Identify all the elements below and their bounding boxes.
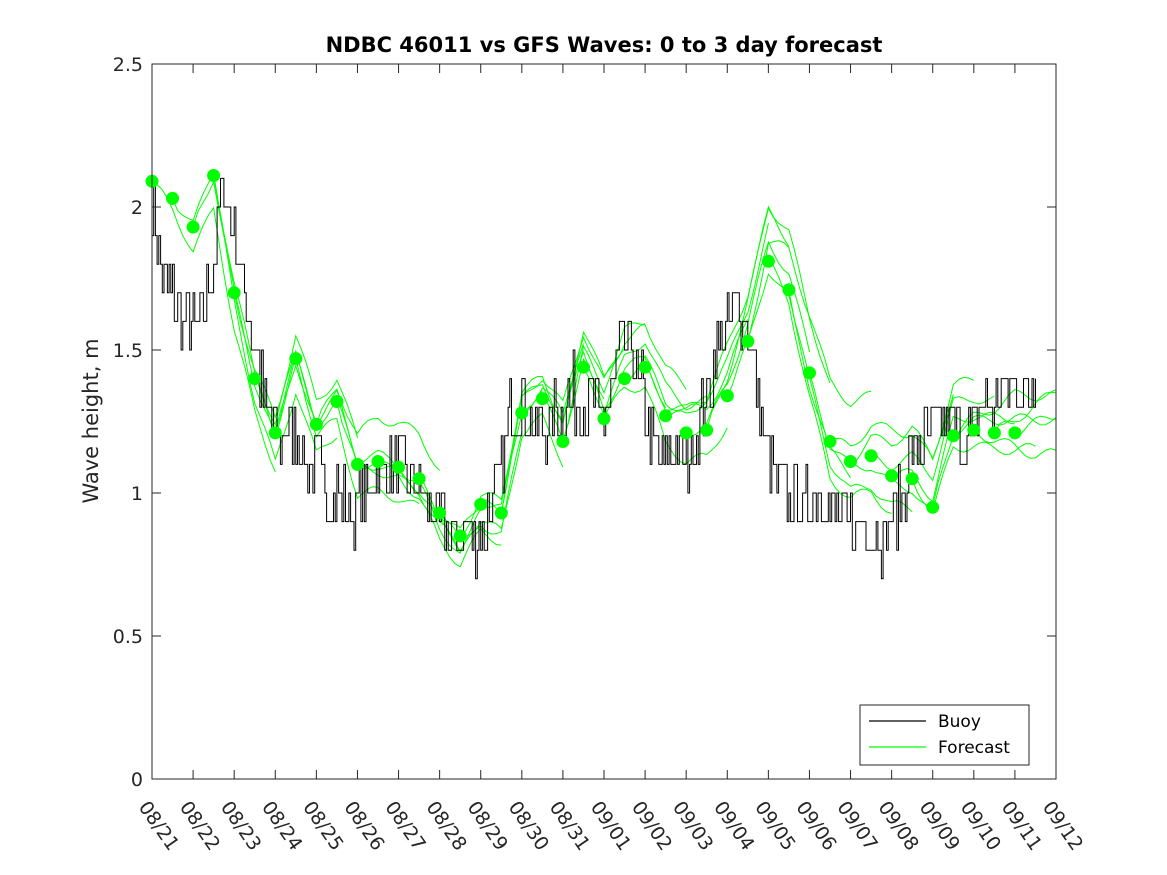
forecast-point xyxy=(351,457,364,471)
y-tick-label: 2.5 xyxy=(113,54,143,76)
y-axis: 0 0.5 1 1.5 2 2.5 xyxy=(113,54,1056,791)
forecast-line xyxy=(706,207,831,431)
forecast-point xyxy=(597,412,611,426)
forecast-point xyxy=(659,409,673,423)
forecast-point xyxy=(433,506,447,520)
forecast-point xyxy=(248,372,262,386)
forecast-point xyxy=(412,472,426,486)
y-tick-label: 0 xyxy=(131,769,143,791)
forecast-point xyxy=(720,389,734,403)
forecast-point xyxy=(700,423,714,437)
forecast-point xyxy=(844,455,857,468)
forecast-point xyxy=(741,334,755,348)
forecast-line xyxy=(993,391,1057,434)
forecast-line xyxy=(1014,415,1057,436)
forecast-point xyxy=(453,529,467,543)
forecast-line xyxy=(768,260,892,514)
forecast-point xyxy=(330,395,344,408)
forecast-point xyxy=(268,426,282,440)
forecast-point xyxy=(515,406,529,420)
buoy-series-group xyxy=(152,177,1036,580)
forecast-point xyxy=(946,429,960,443)
forecast-line xyxy=(213,175,338,461)
forecast-line xyxy=(151,180,276,473)
buoy-line xyxy=(152,177,1036,580)
forecast-point xyxy=(926,500,940,514)
forecast-line xyxy=(850,376,975,463)
forecast-point xyxy=(638,360,652,374)
forecast-point xyxy=(371,455,385,468)
forecast-point xyxy=(535,392,549,406)
forecast-point xyxy=(803,366,816,380)
legend-buoy-label: Buoy xyxy=(938,712,981,732)
forecast-point xyxy=(166,191,179,205)
forecast-line xyxy=(809,372,934,512)
forecast-point xyxy=(186,220,200,234)
y-axis-label: Wave height, m xyxy=(79,338,103,503)
legend-box xyxy=(859,704,1030,766)
forecast-point xyxy=(885,469,899,483)
forecast-point xyxy=(679,426,693,440)
forecast-point xyxy=(309,417,323,431)
forecast-line xyxy=(747,240,872,408)
forecast-line xyxy=(295,358,420,505)
forecast-line xyxy=(192,180,317,432)
forecast-point xyxy=(289,352,303,366)
forecast-line xyxy=(315,388,440,471)
forecast-point xyxy=(1008,426,1022,440)
forecast-point xyxy=(474,497,488,511)
forecast-point xyxy=(761,254,775,268)
forecast-point xyxy=(967,423,981,437)
forecast-line xyxy=(233,292,358,439)
forecast-point xyxy=(556,435,570,448)
forecast-point xyxy=(494,506,508,520)
legend-forecast-label: Forecast xyxy=(938,738,1010,758)
forecast-point xyxy=(823,435,837,448)
y-tick-label: 1 xyxy=(131,483,143,505)
legend: Buoy Forecast xyxy=(859,704,1030,766)
forecast-point xyxy=(227,286,241,300)
analysis-points-group xyxy=(145,169,1022,543)
forecast-point xyxy=(618,372,631,386)
forecast-line xyxy=(624,319,749,412)
forecast-point xyxy=(577,360,590,374)
forecast-point xyxy=(782,283,796,297)
y-tick-label: 1.5 xyxy=(113,340,143,362)
chart-title: NDBC 46011 vs GFS Waves: 0 to 3 day fore… xyxy=(326,33,883,57)
y-tick-label: 2 xyxy=(131,197,143,219)
forecast-point xyxy=(987,426,1001,440)
forecast-point xyxy=(864,449,878,463)
y-tick-label: 0.5 xyxy=(113,626,143,648)
forecast-line xyxy=(973,429,1057,459)
forecast-line xyxy=(665,205,790,417)
forecast-point xyxy=(207,169,221,182)
forecast-point xyxy=(392,460,405,474)
forecast-point xyxy=(905,472,919,486)
